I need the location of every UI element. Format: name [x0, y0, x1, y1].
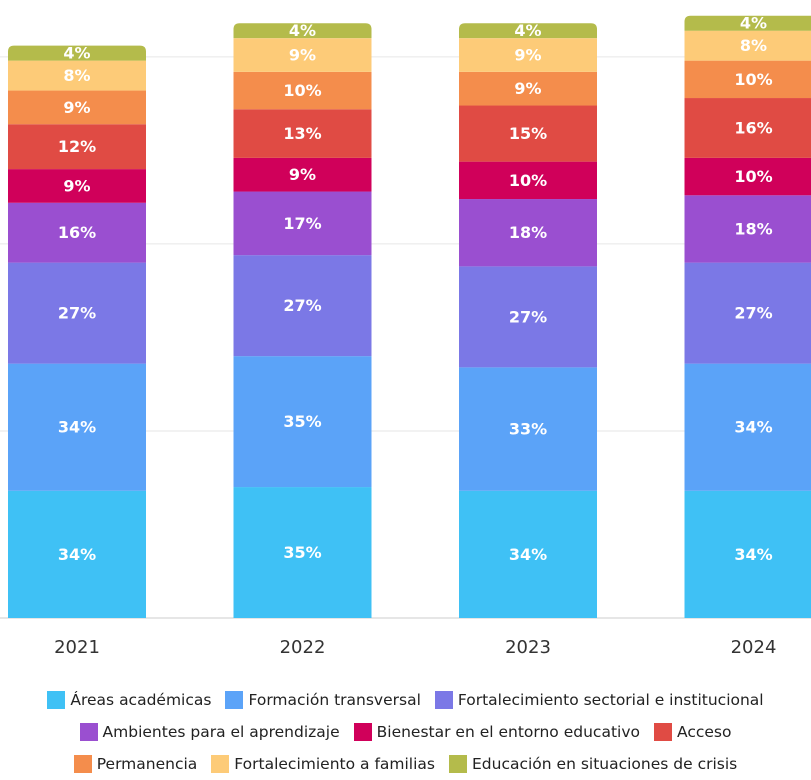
data-label: 18% [734, 219, 772, 238]
legend-label: Ambientes para el aprendizaje [103, 723, 340, 741]
legend-swatch [354, 723, 372, 741]
legend-label: Áreas académicas [70, 691, 211, 709]
data-label: 4% [514, 21, 541, 40]
legend-item: Bienestar en el entorno educativo [354, 723, 640, 741]
data-label: 8% [63, 66, 90, 85]
data-label: 27% [58, 304, 96, 323]
legend-swatch [80, 723, 98, 741]
data-label: 33% [509, 420, 547, 439]
data-label: 12% [58, 137, 96, 156]
legend: Áreas académicas Formación transversal For… [0, 684, 811, 780]
chart: 2021 34% 34% 27% 16% 9% 12% 9% 8% 4% 2022 35% 35% 27%… [0, 0, 811, 680]
x-tick-label: 2022 [280, 637, 326, 658]
data-label: 10% [734, 167, 772, 186]
legend-label: Formación transversal [248, 691, 420, 709]
legend-label: Fortalecimiento sectorial e instituciona… [458, 691, 764, 709]
data-label: 15% [509, 124, 547, 143]
legend-swatch [47, 691, 65, 709]
data-label: 18% [509, 223, 547, 242]
legend-swatch [654, 723, 672, 741]
data-label: 10% [509, 171, 547, 190]
data-label: 4% [289, 21, 316, 40]
data-label: 34% [509, 545, 547, 564]
legend-item: Fortalecimiento sectorial e instituciona… [435, 691, 764, 709]
legend-label: Bienestar en el entorno educativo [377, 723, 640, 741]
data-label: 4% [63, 44, 90, 63]
data-label: 35% [283, 412, 321, 431]
data-label: 16% [734, 118, 772, 137]
legend-swatch [225, 691, 243, 709]
legend-swatch [211, 755, 229, 773]
data-label: 10% [734, 70, 772, 89]
data-label: 16% [58, 223, 96, 242]
legend-label: Acceso [677, 723, 731, 741]
legend-item: Ambientes para el aprendizaje [80, 723, 340, 741]
legend-swatch [74, 755, 92, 773]
data-label: 34% [734, 545, 772, 564]
legend-row: Áreas académicas Formación transversal For… [0, 684, 811, 716]
legend-label: Permanencia [97, 755, 198, 773]
legend-item: Educación en situaciones de crisis [449, 755, 737, 773]
x-tick-label: 2023 [505, 637, 551, 658]
data-label: 9% [514, 79, 541, 98]
data-label: 8% [740, 36, 767, 55]
legend-swatch [435, 691, 453, 709]
data-label: 10% [283, 81, 321, 100]
legend-item: Áreas académicas [47, 691, 211, 709]
legend-label: Fortalecimiento a familias [234, 755, 435, 773]
legend-item: Fortalecimiento a familias [211, 755, 435, 773]
data-label: 9% [514, 46, 541, 65]
data-label: 9% [289, 46, 316, 65]
data-label: 13% [283, 124, 321, 143]
data-label: 9% [63, 98, 90, 117]
data-label: 34% [734, 418, 772, 437]
data-label: 17% [283, 214, 321, 233]
data-label: 34% [58, 418, 96, 437]
x-tick-label: 2024 [731, 637, 777, 658]
data-label: 27% [283, 296, 321, 315]
data-label: 27% [509, 307, 547, 326]
legend-item: Acceso [654, 723, 731, 741]
data-label: 4% [740, 14, 767, 33]
data-label: 34% [58, 545, 96, 564]
legend-item: Permanencia [74, 755, 198, 773]
data-label: 9% [63, 176, 90, 195]
legend-row: Permanencia Fortalecimiento a familias Edu… [0, 748, 811, 780]
data-label: 27% [734, 304, 772, 323]
legend-swatch [449, 755, 467, 773]
legend-label: Educación en situaciones de crisis [472, 755, 737, 773]
x-tick-label: 2021 [54, 637, 100, 658]
legend-row: Ambientes para el aprendizaje Bienestar e… [0, 716, 811, 748]
data-label: 9% [289, 165, 316, 184]
legend-item: Formación transversal [225, 691, 420, 709]
data-label: 35% [283, 543, 321, 562]
